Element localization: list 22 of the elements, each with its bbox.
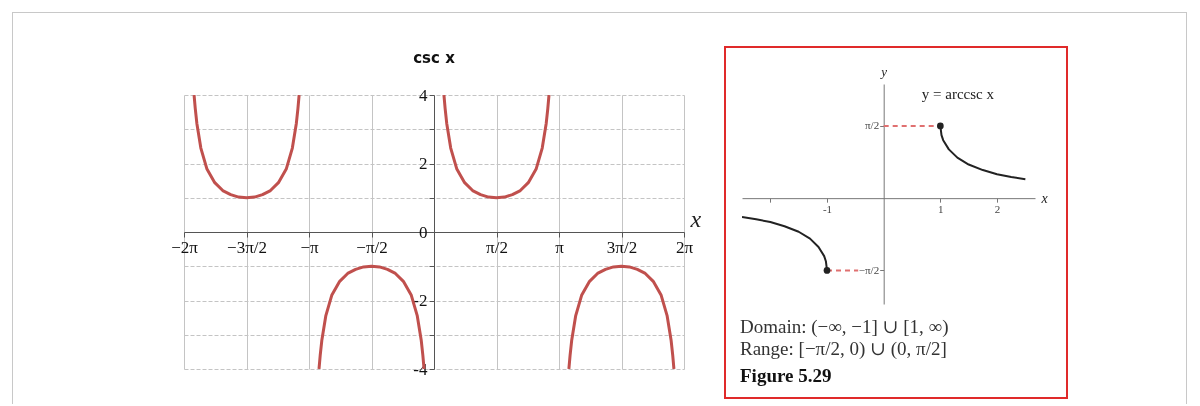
chart-title: csc x: [413, 49, 456, 67]
text: Range: [−π/2, 0) ∪ (0, π/2]: [740, 338, 947, 359]
x-tick-label: π: [555, 237, 565, 257]
y-axis-title: y: [879, 63, 888, 79]
x-tick-label: −π: [300, 237, 319, 257]
x-tick-label: −3π/2: [227, 237, 267, 257]
x-tick-label: −2π: [171, 237, 199, 257]
y-tick-label: 2: [419, 154, 428, 173]
x-axis-title: x: [689, 205, 702, 232]
x-tick-label: 3π/2: [606, 237, 638, 257]
x-tick-label: −π/2: [356, 237, 388, 257]
y-tick-label: -2: [413, 291, 428, 310]
x-tick-label: -1: [822, 202, 833, 215]
x-axis-title: x: [1040, 190, 1049, 206]
x-tick-label: 2: [994, 202, 1001, 215]
x-tick-label: 1: [938, 202, 944, 215]
y-tick-label: 4: [419, 85, 428, 105]
text: Domain: (−∞, −1] ∪ [1, ∞): [740, 316, 949, 337]
x-tick-label: π/2: [486, 237, 508, 257]
x-tick-label: 2π: [675, 237, 694, 257]
text: y = arccsc x: [921, 86, 995, 102]
caption: Figure 5.29: [740, 365, 832, 386]
